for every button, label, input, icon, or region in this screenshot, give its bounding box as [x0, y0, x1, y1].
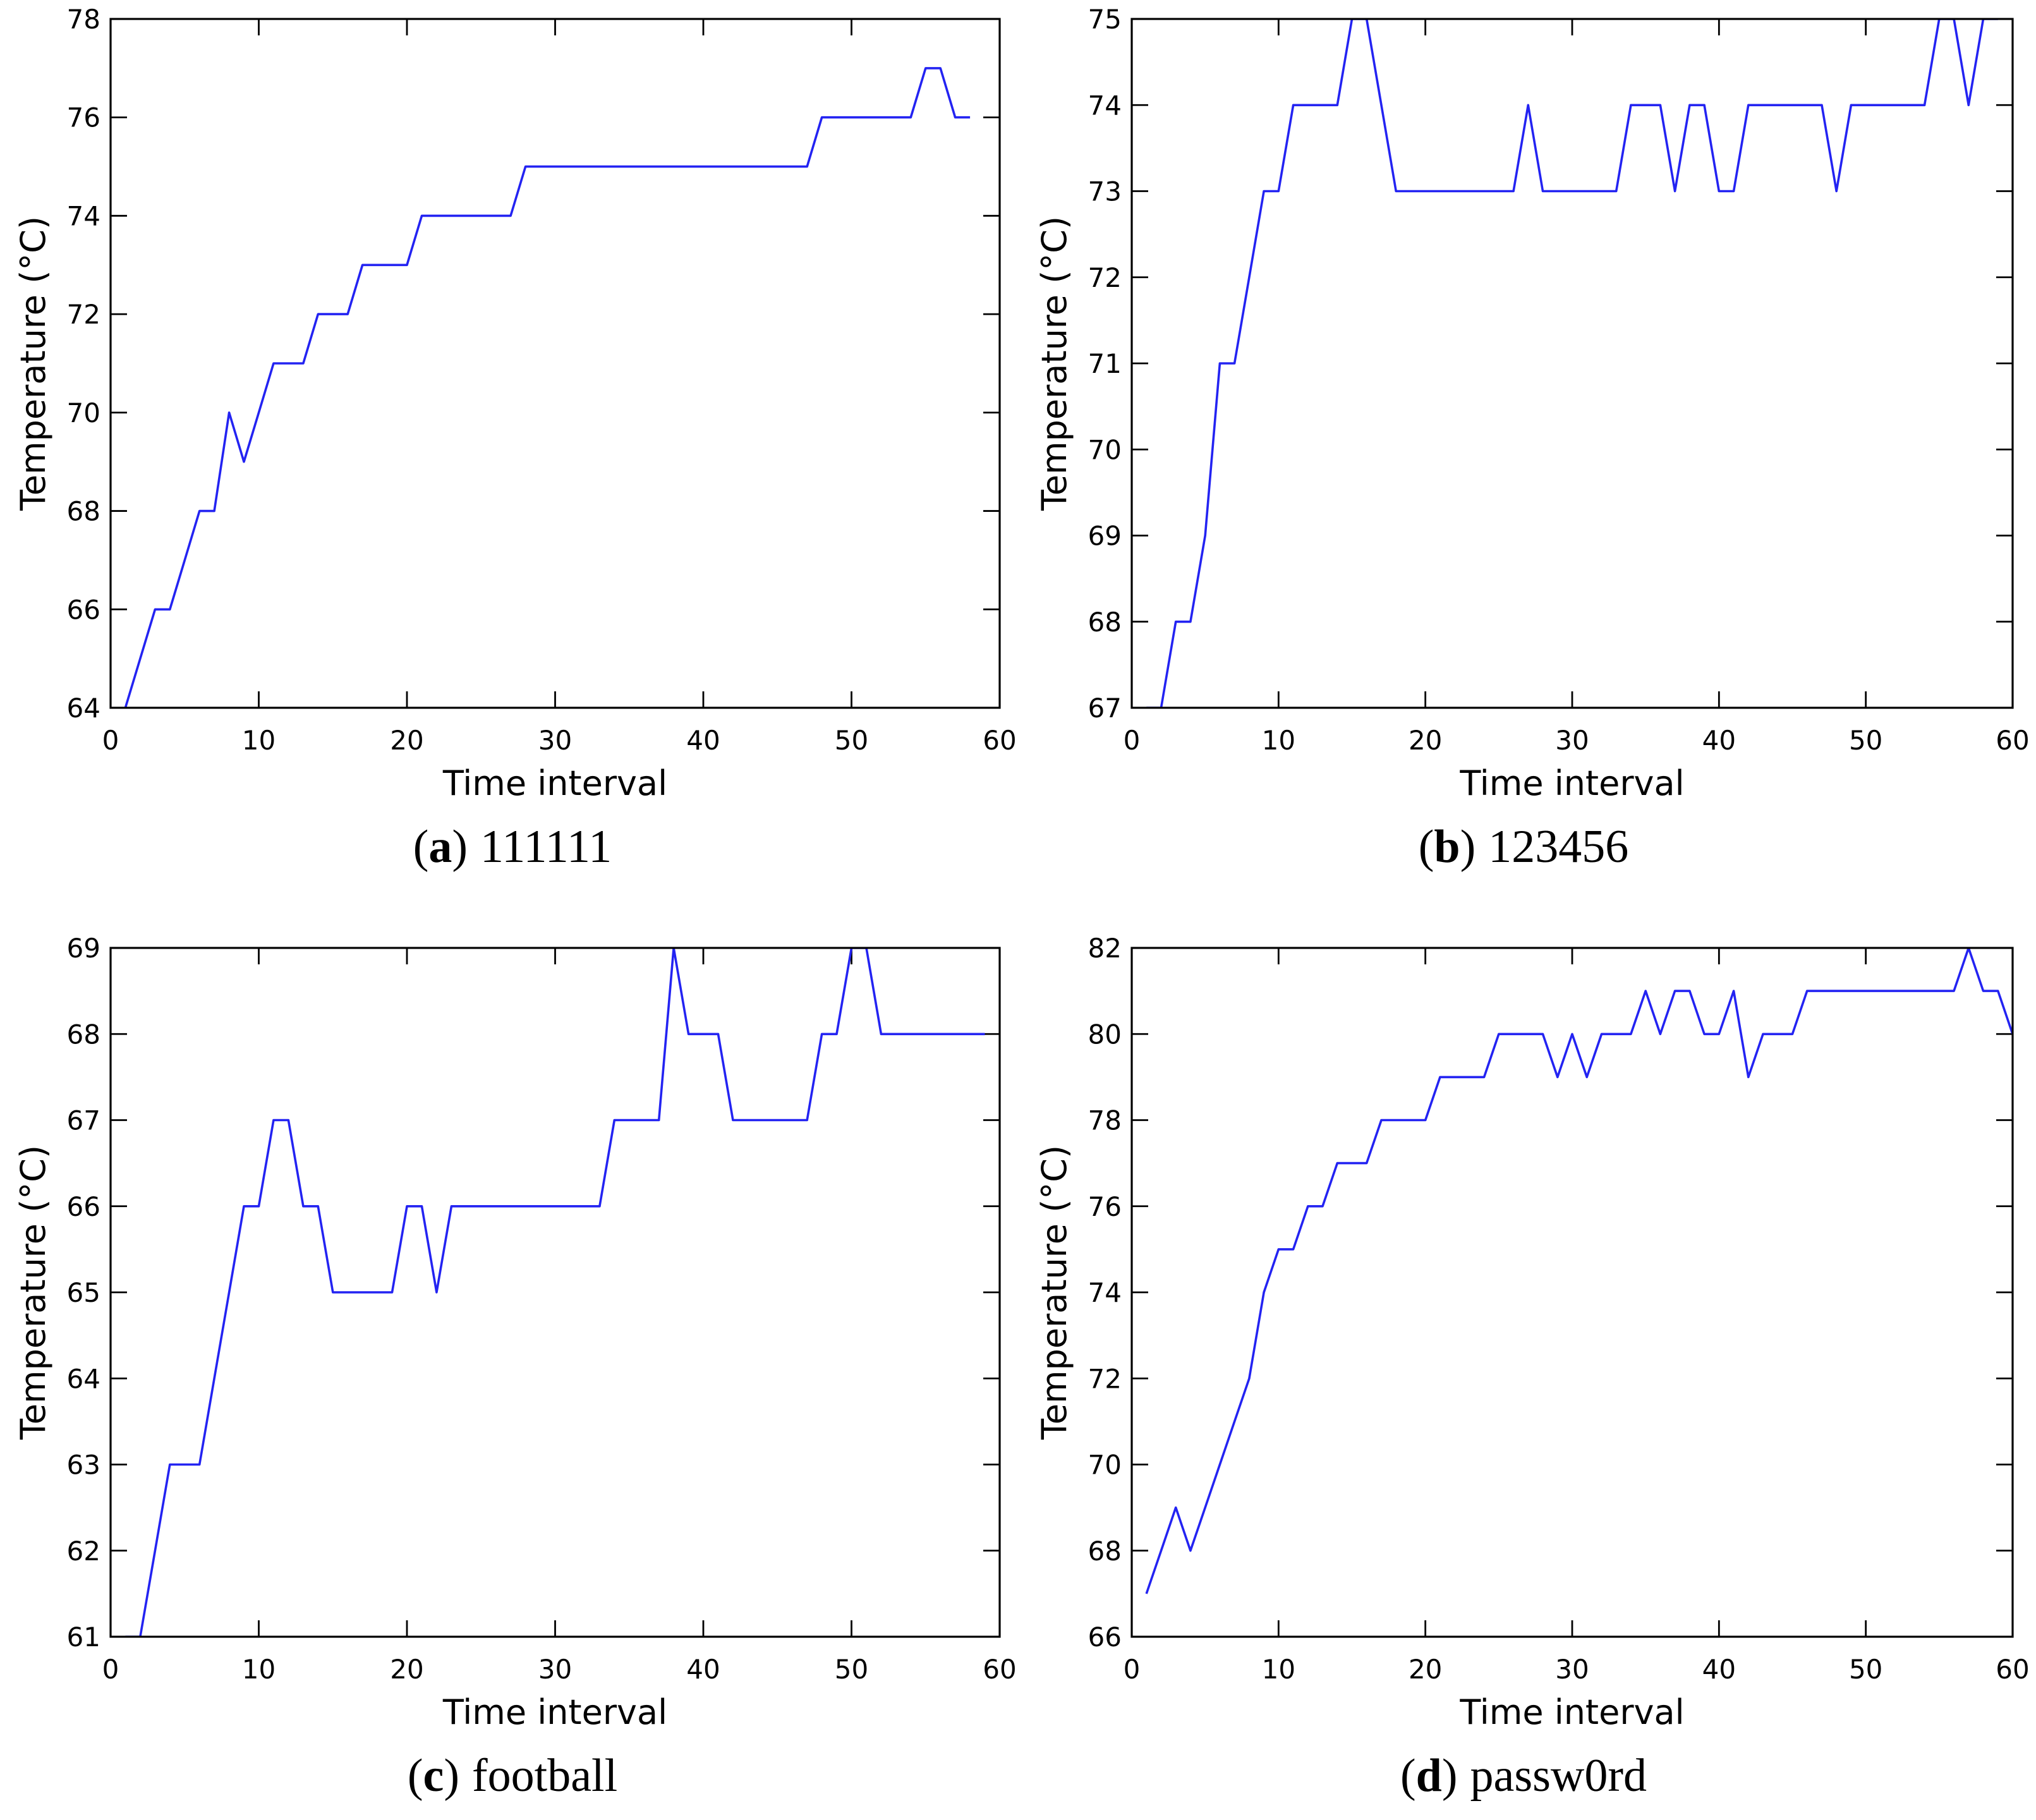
y-tick-label: 80	[1088, 1019, 1122, 1050]
y-tick-label: 74	[1088, 90, 1122, 121]
y-tick-label: 67	[67, 1105, 100, 1136]
y-tick-label: 74	[1088, 1277, 1122, 1308]
x-axis-title: Time interval	[1459, 1692, 1684, 1732]
y-axis-title: Temperature (°C)	[13, 216, 53, 511]
y-tick-label: 64	[67, 1363, 100, 1394]
y-tick-label: 72	[67, 299, 100, 330]
x-tick-label: 0	[102, 1654, 119, 1685]
y-tick-label: 75	[1088, 4, 1122, 35]
y-tick-label: 69	[67, 933, 100, 964]
x-tick-label: 0	[102, 725, 119, 756]
x-tick-label: 60	[983, 725, 1016, 756]
caption-b-text: 123456	[1488, 821, 1629, 873]
x-tick-label: 40	[1702, 725, 1736, 756]
x-tick-label: 0	[1124, 1654, 1141, 1685]
x-axis-title: Time interval	[442, 1692, 667, 1732]
y-tick-label: 78	[67, 4, 100, 35]
y-tick-label: 66	[1088, 1622, 1122, 1653]
chart-b: 0 10 20 30 40 50 60 67 68 69 70 71 72 73 74 75 Time inte…	[1034, 4, 2030, 803]
x-tick-label: 10	[1262, 725, 1295, 756]
x-tick-label: 60	[1996, 725, 2029, 756]
x-tick-label: 10	[242, 1654, 276, 1685]
chart-d: 0 10 20 30 40 50 60 66 68 70 72 74 76 78 80 82 Time inte…	[1034, 933, 2030, 1732]
x-tick-label: 10	[1262, 1654, 1295, 1685]
temperature-series-line	[124, 67, 971, 708]
x-tick-label: 20	[390, 725, 423, 756]
plot-frame	[109, 947, 1001, 1638]
x-tick-label: 40	[1702, 1654, 1736, 1685]
temperature-series-line	[1145, 948, 2013, 1594]
y-tick-label: 66	[67, 594, 100, 625]
plot-frame	[109, 18, 1001, 709]
x-tick-label: 30	[538, 1654, 572, 1685]
x-tick-label: 20	[1409, 725, 1442, 756]
caption-a: (a) 111111	[0, 820, 1025, 890]
x-tick-label: 10	[242, 725, 276, 756]
y-tick-label: 74	[67, 200, 100, 231]
x-axis-title: Time interval	[442, 763, 667, 803]
caption-c-label: (c)	[407, 1750, 459, 1802]
y-tick-label: 73	[1088, 176, 1122, 207]
plot-frame	[1130, 18, 2014, 709]
y-tick-label: 69	[1088, 521, 1122, 552]
y-tick-label: 72	[1088, 1363, 1122, 1394]
x-tick-label: 20	[1409, 1654, 1442, 1685]
y-tick-label: 76	[1088, 1191, 1122, 1222]
y-tick-label: 68	[67, 1019, 100, 1050]
y-tick-label: 70	[1088, 1450, 1122, 1481]
x-tick-label: 30	[1555, 725, 1589, 756]
caption-b: (b) 123456	[1011, 820, 2036, 890]
y-tick-label: 66	[67, 1191, 100, 1222]
y-tick-label: 76	[67, 102, 100, 133]
caption-c: (c) football	[0, 1749, 1025, 1819]
x-tick-label: 50	[1849, 1654, 1882, 1685]
y-tick-label: 70	[67, 397, 100, 428]
plot-frame	[1130, 947, 2014, 1638]
x-tick-label: 50	[835, 1654, 868, 1685]
temperature-series-line	[1146, 19, 1998, 708]
caption-d-text: passw0rd	[1470, 1750, 1647, 1802]
y-tick-label: 82	[1088, 933, 1122, 964]
y-axis-title: Temperature (°C)	[13, 1145, 53, 1440]
x-tick-label: 40	[686, 1654, 720, 1685]
y-tick-label: 72	[1088, 262, 1122, 293]
y-tick-label: 62	[67, 1536, 100, 1567]
y-axis-title: Temperature (°C)	[1034, 216, 1074, 511]
caption-d: (d) passw0rd	[1011, 1749, 2036, 1819]
temperature-series-line	[125, 948, 985, 1637]
y-tick-label: 70	[1088, 434, 1122, 465]
y-tick-label: 65	[67, 1277, 100, 1308]
y-tick-label: 71	[1088, 348, 1122, 379]
y-tick-label: 68	[1088, 607, 1122, 638]
x-tick-label: 50	[835, 725, 868, 756]
x-tick-label: 60	[983, 1654, 1016, 1685]
chart-c: 0 10 20 30 40 50 60 61 62 63 64 65 66 67 68 69 Time inte…	[13, 933, 1017, 1732]
x-tick-label: 30	[538, 725, 572, 756]
y-tick-label: 68	[1088, 1536, 1122, 1567]
caption-c-text: football	[472, 1750, 618, 1802]
y-tick-label: 64	[67, 693, 100, 724]
x-tick-label: 50	[1849, 725, 1882, 756]
chart-a: 0 10 20 30 40 50 60 64 66 68 70 72 74 76 78 Time interv…	[13, 4, 1017, 803]
caption-a-text: 111111	[480, 821, 612, 873]
y-axis-title: Temperature (°C)	[1034, 1145, 1074, 1440]
x-tick-label: 30	[1555, 1654, 1589, 1685]
x-tick-label: 40	[686, 725, 720, 756]
x-tick-label: 20	[390, 1654, 423, 1685]
x-tick-label: 60	[1996, 1654, 2029, 1685]
y-tick-label: 78	[1088, 1105, 1122, 1136]
caption-b-label: (b)	[1418, 821, 1476, 873]
x-tick-label: 0	[1124, 725, 1141, 756]
y-tick-label: 68	[67, 496, 100, 527]
x-axis-title: Time interval	[1459, 763, 1684, 803]
y-tick-label: 61	[67, 1622, 100, 1653]
caption-d-label: (d)	[1400, 1750, 1458, 1802]
y-tick-label: 67	[1088, 693, 1122, 724]
y-tick-label: 63	[67, 1450, 100, 1481]
caption-a-label: (a)	[413, 821, 468, 873]
